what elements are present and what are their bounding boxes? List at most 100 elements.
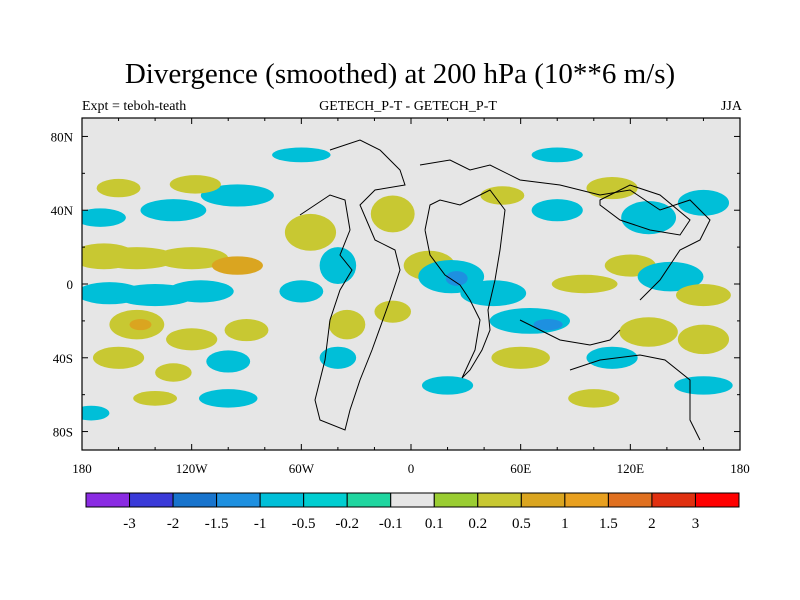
colorbar-swatch bbox=[129, 492, 174, 508]
colorbar-swatch bbox=[651, 492, 696, 508]
x-tick-label: 120E bbox=[617, 461, 645, 476]
colorbar-label: 0.2 bbox=[468, 516, 487, 532]
contour-region bbox=[92, 346, 145, 369]
colorbar-label: -3 bbox=[123, 516, 136, 532]
x-tick-label: 120W bbox=[176, 461, 209, 476]
contour-region bbox=[167, 280, 234, 303]
colorbar-label: -0.5 bbox=[292, 516, 316, 532]
x-tick-label: 180 bbox=[72, 461, 92, 476]
contour-region bbox=[480, 186, 525, 205]
x-tick-label: 0 bbox=[408, 461, 415, 476]
season-label: JJA bbox=[720, 99, 742, 114]
model-label: GETECH_P-T - GETECH_P-T bbox=[319, 99, 497, 114]
contour-region bbox=[491, 346, 550, 369]
contour-region bbox=[133, 390, 178, 406]
contour-region bbox=[619, 317, 678, 347]
contour-fills bbox=[82, 147, 733, 421]
y-tick-label: 80N bbox=[51, 129, 74, 144]
contour-region bbox=[637, 261, 704, 292]
coastline-south bbox=[519, 319, 701, 441]
contour-region bbox=[206, 350, 251, 373]
contour-region bbox=[96, 178, 141, 198]
y-tick-label: 0 bbox=[67, 277, 74, 292]
x-tick-label: 60W bbox=[289, 461, 315, 476]
contour-region bbox=[224, 319, 269, 342]
contour-region bbox=[272, 147, 331, 163]
colorbar-swatch bbox=[172, 492, 218, 508]
contour-region bbox=[551, 274, 618, 294]
contour-region bbox=[319, 346, 357, 369]
colorbar-swatch bbox=[520, 492, 566, 508]
contour-region bbox=[421, 376, 474, 395]
contour-region bbox=[82, 208, 126, 227]
contour-region bbox=[674, 376, 733, 395]
contour-region bbox=[586, 177, 638, 200]
colorbar-swatch bbox=[390, 492, 435, 508]
x-tick-label: 180 bbox=[730, 461, 750, 476]
colorbar-label: -2 bbox=[167, 516, 180, 532]
y-tick-label: 80S bbox=[53, 425, 73, 440]
coastline-north bbox=[419, 159, 711, 301]
contour-region bbox=[319, 247, 357, 284]
colorbar-swatch bbox=[346, 492, 392, 508]
contour-region bbox=[531, 147, 583, 163]
contour-region bbox=[166, 328, 218, 351]
x-axis: 180 120W 60W 0 60E 120E 180 bbox=[72, 118, 750, 476]
contour-region bbox=[129, 319, 152, 331]
coastlines bbox=[299, 139, 711, 441]
colorbar-label: -1 bbox=[254, 516, 267, 532]
contour-region bbox=[677, 324, 730, 355]
contour-region bbox=[155, 363, 192, 382]
contour-region bbox=[211, 256, 263, 275]
contour-region bbox=[279, 280, 324, 303]
colorbar-label: -0.2 bbox=[335, 516, 359, 532]
colorbar-label: 0.5 bbox=[512, 516, 531, 532]
y-tick-label: 40S bbox=[53, 351, 73, 366]
contour-region bbox=[328, 309, 366, 340]
colorbar-label: -0.1 bbox=[379, 516, 403, 532]
contour-region bbox=[374, 300, 411, 323]
colorbar-label: 1 bbox=[561, 516, 569, 532]
contour-region bbox=[677, 189, 730, 216]
contour-region bbox=[155, 247, 229, 270]
contour-region bbox=[460, 280, 527, 307]
contour-region bbox=[198, 389, 258, 408]
colorbar-swatch bbox=[607, 492, 653, 508]
colorbar-label: 3 bbox=[692, 516, 700, 532]
colorbar-label: 1.5 bbox=[599, 516, 618, 532]
experiment-label: Expt = teboh-teath bbox=[82, 99, 187, 114]
contour-region bbox=[531, 199, 583, 222]
contour-region bbox=[82, 405, 110, 421]
x-tick-label: 60E bbox=[510, 461, 531, 476]
colorbar-swatch bbox=[259, 492, 305, 508]
contour-region bbox=[140, 199, 207, 222]
colorbar-label: 0.1 bbox=[425, 516, 444, 532]
colorbar: -3 -2 -1.5 -1 -0.5 -0.2 -0.1 0.1 0.2 0.5 1 1.5 2 3 bbox=[85, 492, 740, 532]
colorbar-label: -1.5 bbox=[205, 516, 229, 532]
coastline-africa-eurasia bbox=[424, 189, 506, 379]
contour-region bbox=[370, 195, 415, 233]
colorbar-swatch bbox=[85, 492, 131, 508]
coastline-americas bbox=[299, 139, 406, 431]
y-tick-label: 40N bbox=[51, 203, 74, 218]
contour-region bbox=[284, 213, 337, 251]
contour-region bbox=[676, 284, 731, 307]
colorbar-swatch bbox=[303, 492, 348, 508]
y-axis: 80N 40N 0 40S 80S bbox=[51, 129, 740, 440]
contour-region bbox=[200, 184, 274, 207]
colorbar-swatch bbox=[433, 492, 479, 508]
colorbar-swatch bbox=[477, 492, 522, 508]
colorbar-swatch bbox=[216, 492, 261, 508]
contour-region bbox=[568, 389, 620, 408]
contour-region bbox=[96, 247, 178, 270]
colorbar-label: 2 bbox=[648, 516, 656, 532]
chart-title: Divergence (smoothed) at 200 hPa (10**6 … bbox=[124, 58, 676, 90]
contour-region bbox=[586, 346, 638, 369]
contour-region bbox=[169, 175, 221, 194]
colorbar-swatch bbox=[694, 492, 740, 508]
contour-region bbox=[445, 271, 468, 286]
colorbar-swatch bbox=[564, 492, 609, 508]
coastline-east bbox=[599, 184, 691, 236]
contour-region bbox=[533, 319, 563, 331]
